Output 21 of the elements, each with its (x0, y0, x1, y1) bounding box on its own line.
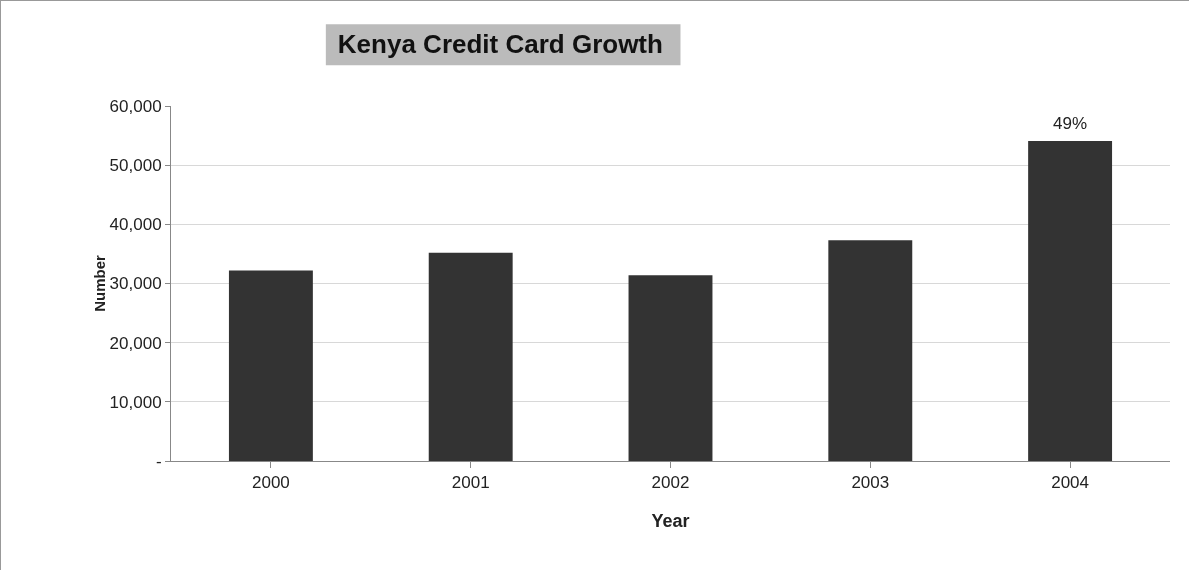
y-tick-label: 10,000 (109, 392, 162, 412)
bar (428, 252, 513, 461)
bar (828, 240, 913, 461)
bar (1028, 140, 1113, 461)
y-tick-label: - (155, 451, 162, 471)
y-axis-title: Number (90, 255, 108, 312)
bar (628, 275, 713, 461)
chart-title: Kenya Credit Card Growth (337, 29, 663, 60)
y-tick-label: 40,000 (109, 215, 162, 235)
annotation: 49% (1053, 114, 1088, 133)
y-tick-label: 60,000 (109, 96, 162, 116)
y-tick-label: 50,000 (109, 156, 162, 176)
x-axis-title: Year (651, 510, 690, 531)
y-tick-label: 20,000 (109, 333, 162, 353)
x-tick-label: 2000 (251, 473, 290, 493)
y-tick-label: 30,000 (109, 274, 162, 294)
x-tick-label: 2004 (1051, 473, 1090, 493)
x-tick-label: 2003 (851, 473, 890, 493)
x-tick-label: 2002 (651, 473, 690, 493)
x-tick-label: 2001 (451, 473, 490, 493)
bar (228, 270, 313, 461)
